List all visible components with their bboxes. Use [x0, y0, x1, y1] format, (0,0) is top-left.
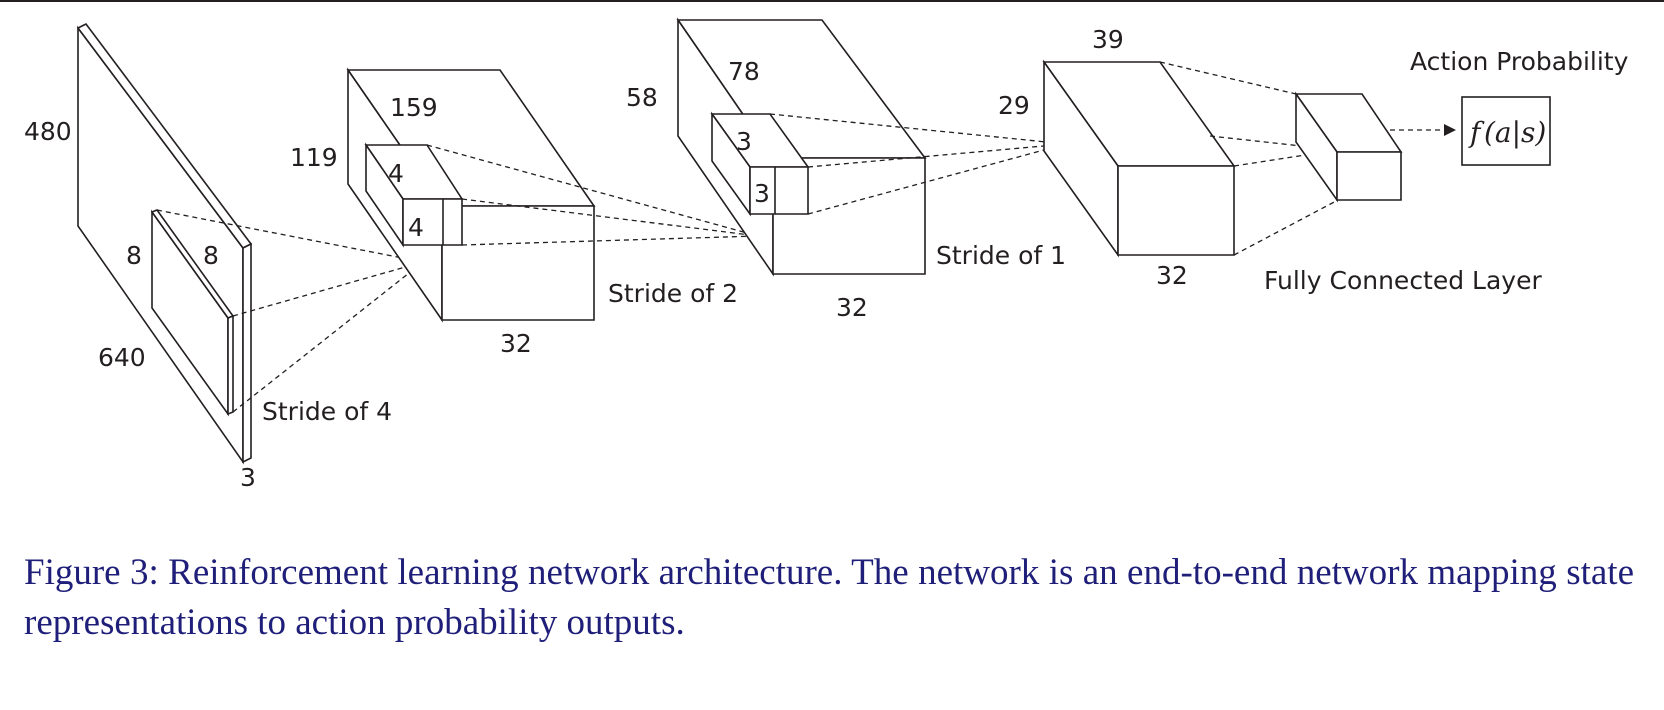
projection-lines-3	[769, 113, 1067, 215]
stride2-label: Stride of 2	[608, 279, 738, 308]
projection-lines-4	[1159, 61, 1339, 256]
conv2-width-label: 78	[728, 57, 760, 86]
kernel3-height-label: 3	[736, 127, 752, 156]
conv3-depth-label: 32	[1156, 261, 1188, 290]
conv3-width-label: 39	[1092, 25, 1124, 54]
kernel1-height-label: 8	[126, 241, 142, 270]
figure-caption: Figure 3: Reinforcement learning network…	[24, 552, 1634, 643]
conv1-height-label: 119	[290, 143, 338, 172]
output-box: f (a|s)	[1461, 96, 1551, 166]
fc-label: Fully Connected Layer	[1264, 266, 1542, 295]
projection-lines-1	[156, 209, 424, 413]
conv1-depth-label: 32	[500, 329, 532, 358]
input-depth-label: 3	[240, 463, 256, 492]
network-diagram: f (a|s) 480 640 3 8 8 Stride of 4 119 15…	[24, 17, 1629, 492]
top-rule	[0, 0, 1664, 2]
kernel2-width-label: 4	[408, 213, 424, 242]
stride3-label: Stride of 1	[936, 241, 1066, 270]
stride1-label: Stride of 4	[262, 397, 392, 426]
conv2-height-label: 58	[626, 83, 658, 112]
input-width-label: 640	[98, 343, 146, 372]
kernel1-width-label: 8	[203, 241, 219, 270]
conv1-width-label: 159	[390, 93, 438, 122]
output-fn-args: (a|s)	[1484, 116, 1546, 149]
conv2-depth-label: 32	[836, 293, 868, 322]
kernel-1	[150, 209, 235, 417]
fc-volume	[1294, 91, 1403, 203]
output-title-label: Action Probability	[1410, 47, 1629, 76]
conv3-height-label: 29	[998, 91, 1030, 120]
output-arrow	[1390, 124, 1456, 136]
kernel2-height-label: 4	[388, 159, 404, 188]
conv3-volume	[1042, 59, 1236, 258]
kernel3-width-label: 3	[754, 179, 770, 208]
input-height-label: 480	[24, 117, 72, 146]
projection-lines-2	[426, 144, 759, 246]
kernel-3	[710, 111, 810, 217]
